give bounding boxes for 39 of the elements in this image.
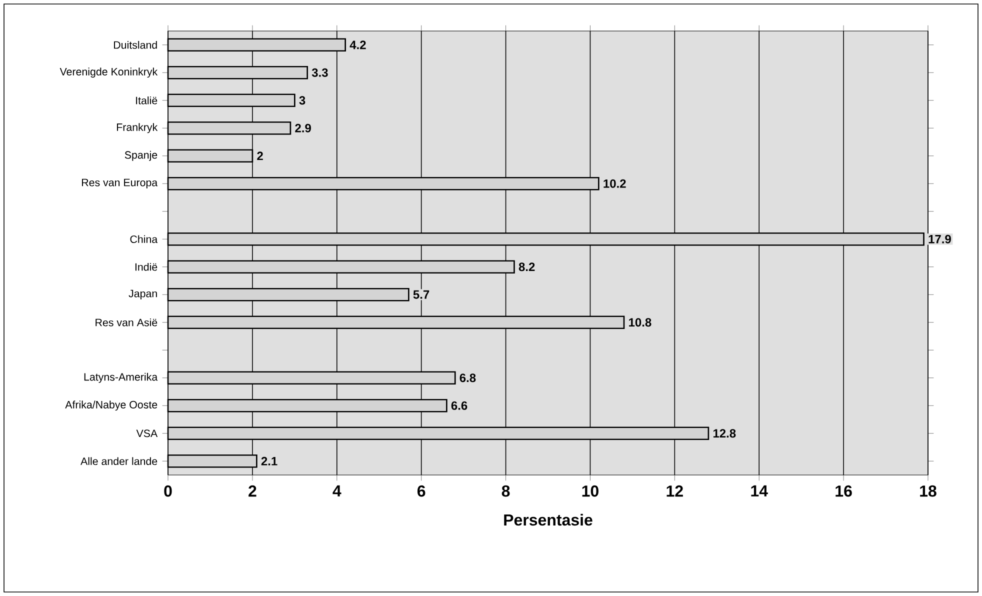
x-tick-label: 2 — [248, 485, 256, 497]
data-label: 3.3 — [312, 68, 328, 77]
y-tick-label: Japan — [128, 290, 157, 300]
data-label: 2 — [257, 152, 263, 160]
y-tick-label: VSA — [136, 430, 158, 438]
x-axis-title: Persentasie — [504, 514, 592, 526]
y-tick-label: Res van Europa — [82, 178, 158, 188]
data-label: 17.9 — [928, 234, 951, 244]
y-tick-label: Duitsland — [114, 40, 157, 49]
x-tick-label: 10 — [582, 485, 598, 497]
data-label: 8.2 — [518, 262, 535, 272]
x-tick-label: 4 — [332, 485, 342, 496]
data-label: 2.9 — [295, 124, 311, 132]
x-tick-label: 12 — [666, 485, 683, 497]
data-label: 5.7 — [413, 290, 430, 299]
data-label: 4.2 — [350, 40, 366, 50]
data-label: 6.6 — [451, 401, 468, 410]
x-tick-label: 18 — [920, 485, 936, 497]
x-tick-label: 14 — [751, 485, 768, 496]
y-tick-label: China — [130, 235, 158, 244]
y-tick-label: Latyns-Amerika — [84, 372, 158, 383]
x-tick-label: 8 — [502, 485, 510, 497]
y-tick-label: Verenigde Koninkryk — [60, 68, 158, 78]
y-tick-label: Res van Asië — [96, 318, 158, 326]
data-label: 10.2 — [604, 179, 626, 188]
y-tick-label: Afrika/Nabye Ooste — [65, 400, 158, 411]
x-tick-label: 0 — [164, 485, 172, 497]
data-label: 2.1 — [261, 456, 278, 466]
data-label: 3 — [299, 96, 306, 105]
y-tick-label: Indië — [135, 262, 158, 271]
data-label: 10.8 — [629, 318, 652, 327]
y-tick-label: Frankryk — [117, 123, 158, 134]
x-tick-label: 6 — [417, 485, 426, 497]
x-tick-label: 16 — [836, 485, 852, 497]
y-tick-label: Spanje — [124, 150, 158, 161]
data-label: 6.8 — [460, 374, 476, 382]
data-label: 12.8 — [713, 429, 736, 438]
y-tick-label: Alle ander lande — [80, 457, 158, 466]
y-tick-label: Italië — [136, 96, 158, 104]
